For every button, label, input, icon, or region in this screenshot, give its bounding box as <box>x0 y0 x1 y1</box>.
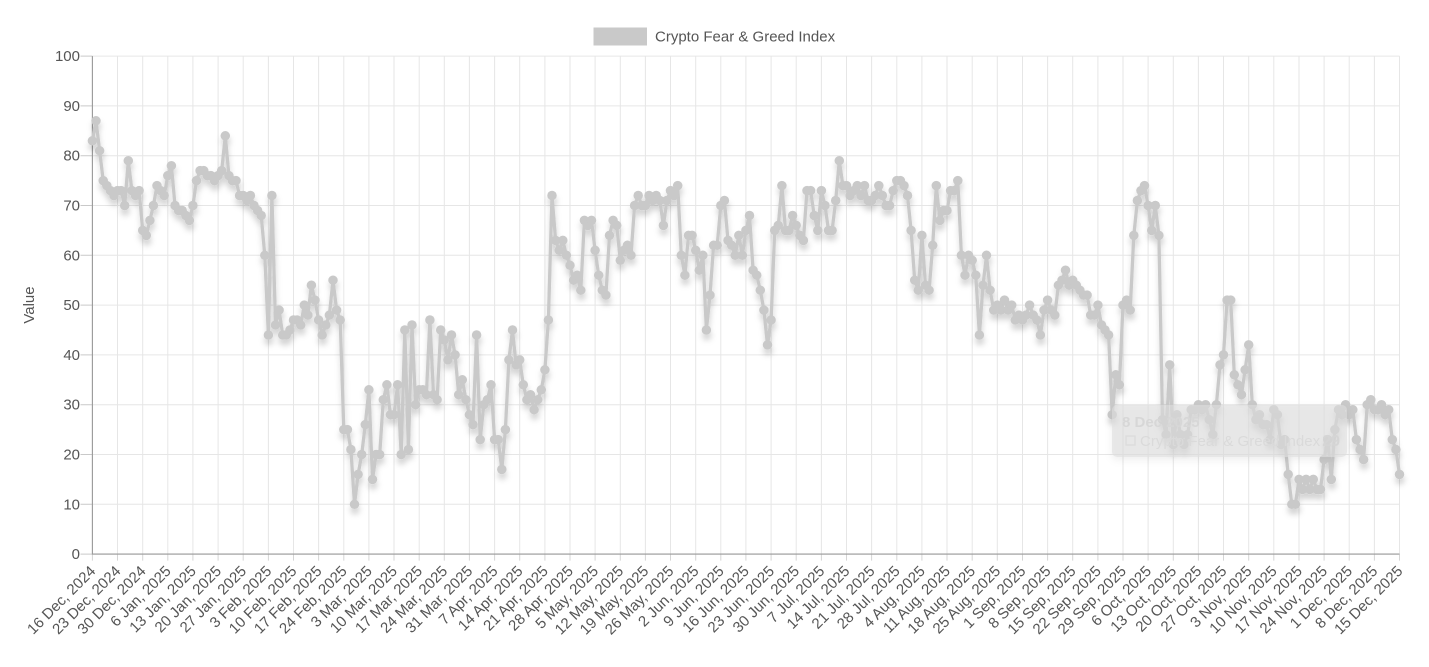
svg-text:70: 70 <box>63 197 80 214</box>
svg-text:10: 10 <box>63 496 80 513</box>
svg-text:Crypto Fear & Greed Index: Crypto Fear & Greed Index <box>1140 433 1321 450</box>
svg-text:60: 60 <box>63 247 80 264</box>
svg-text:50: 50 <box>63 297 80 314</box>
svg-text:80: 80 <box>63 148 80 165</box>
svg-text:100: 100 <box>55 48 80 65</box>
svg-text:90: 90 <box>63 98 80 115</box>
svg-text:20: 20 <box>63 446 80 463</box>
svg-text:0: 0 <box>72 546 80 563</box>
svg-text:29: 29 <box>1322 433 1340 450</box>
svg-text:30: 30 <box>63 397 80 414</box>
svg-text:Value: Value <box>21 286 38 323</box>
svg-text:8 Dec 2025: 8 Dec 2025 <box>1122 414 1200 431</box>
svg-text:40: 40 <box>63 347 80 364</box>
svg-text:Crypto Fear & Greed Index: Crypto Fear & Greed Index <box>655 29 836 46</box>
